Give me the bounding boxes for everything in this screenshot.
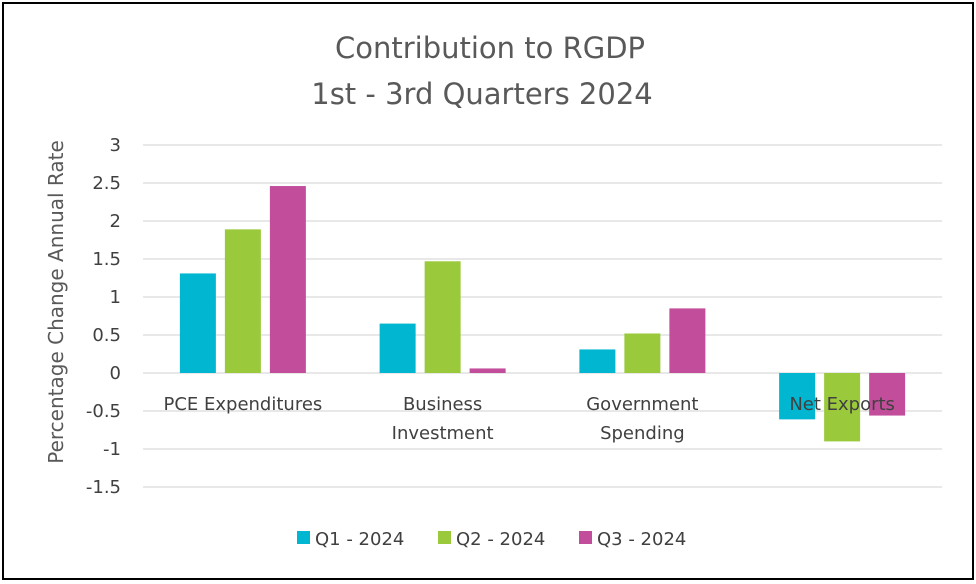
gridlines <box>143 144 942 488</box>
bar <box>624 333 661 373</box>
y-axis-title: Percentage Change Annual Rate <box>44 140 68 464</box>
bar <box>224 229 261 373</box>
y-axis-ticks: 3 2.5 2 1.5 1 0.5 0 -0.5 -1 -1.5 <box>86 135 121 498</box>
chart-title-line-1: Contribution to RGDP <box>335 31 645 65</box>
bar <box>469 368 506 373</box>
y-tick-label: -1.5 <box>86 477 121 498</box>
category-label: Spending <box>600 423 685 444</box>
legend-swatch <box>579 531 592 544</box>
y-tick-label: 0 <box>110 363 121 384</box>
legend-swatch <box>438 531 451 544</box>
bars <box>179 186 906 442</box>
y-tick-label: 1 <box>110 287 121 308</box>
y-tick-label: 3 <box>110 135 121 156</box>
bar <box>424 261 461 373</box>
legend-label: Q1 - 2024 <box>315 529 404 550</box>
y-tick-label: -1 <box>103 439 121 460</box>
bar <box>869 373 906 416</box>
bar <box>669 308 706 373</box>
legend-label: Q2 - 2024 <box>456 529 545 550</box>
legend-swatch <box>297 531 310 544</box>
bar <box>824 373 861 442</box>
category-labels: PCE Expenditures Business Investment Govern… <box>163 394 894 444</box>
category-label: Business <box>403 394 482 415</box>
bar <box>379 323 416 373</box>
bar <box>269 186 306 373</box>
bar <box>179 273 216 373</box>
legend: Q1 - 2024 Q2 - 2024 Q3 - 2024 <box>297 529 686 550</box>
bar <box>779 373 816 420</box>
category-label: Net Exports <box>789 394 895 415</box>
y-tick-label: 1.5 <box>92 249 121 270</box>
category-label: PCE Expenditures <box>163 394 322 415</box>
y-tick-label: 2.5 <box>92 173 121 194</box>
category-label: Government <box>586 394 698 415</box>
chart-title: Contribution to RGDP 1st - 3rd Quarters … <box>311 31 653 111</box>
category-label: Investment <box>392 423 494 444</box>
chart-title-line-2: 1st - 3rd Quarters 2024 <box>311 77 653 111</box>
y-tick-label: -0.5 <box>86 401 121 422</box>
legend-label: Q3 - 2024 <box>597 529 686 550</box>
y-tick-label: 0.5 <box>92 325 121 346</box>
y-tick-label: 2 <box>110 211 121 232</box>
bar <box>579 349 616 373</box>
